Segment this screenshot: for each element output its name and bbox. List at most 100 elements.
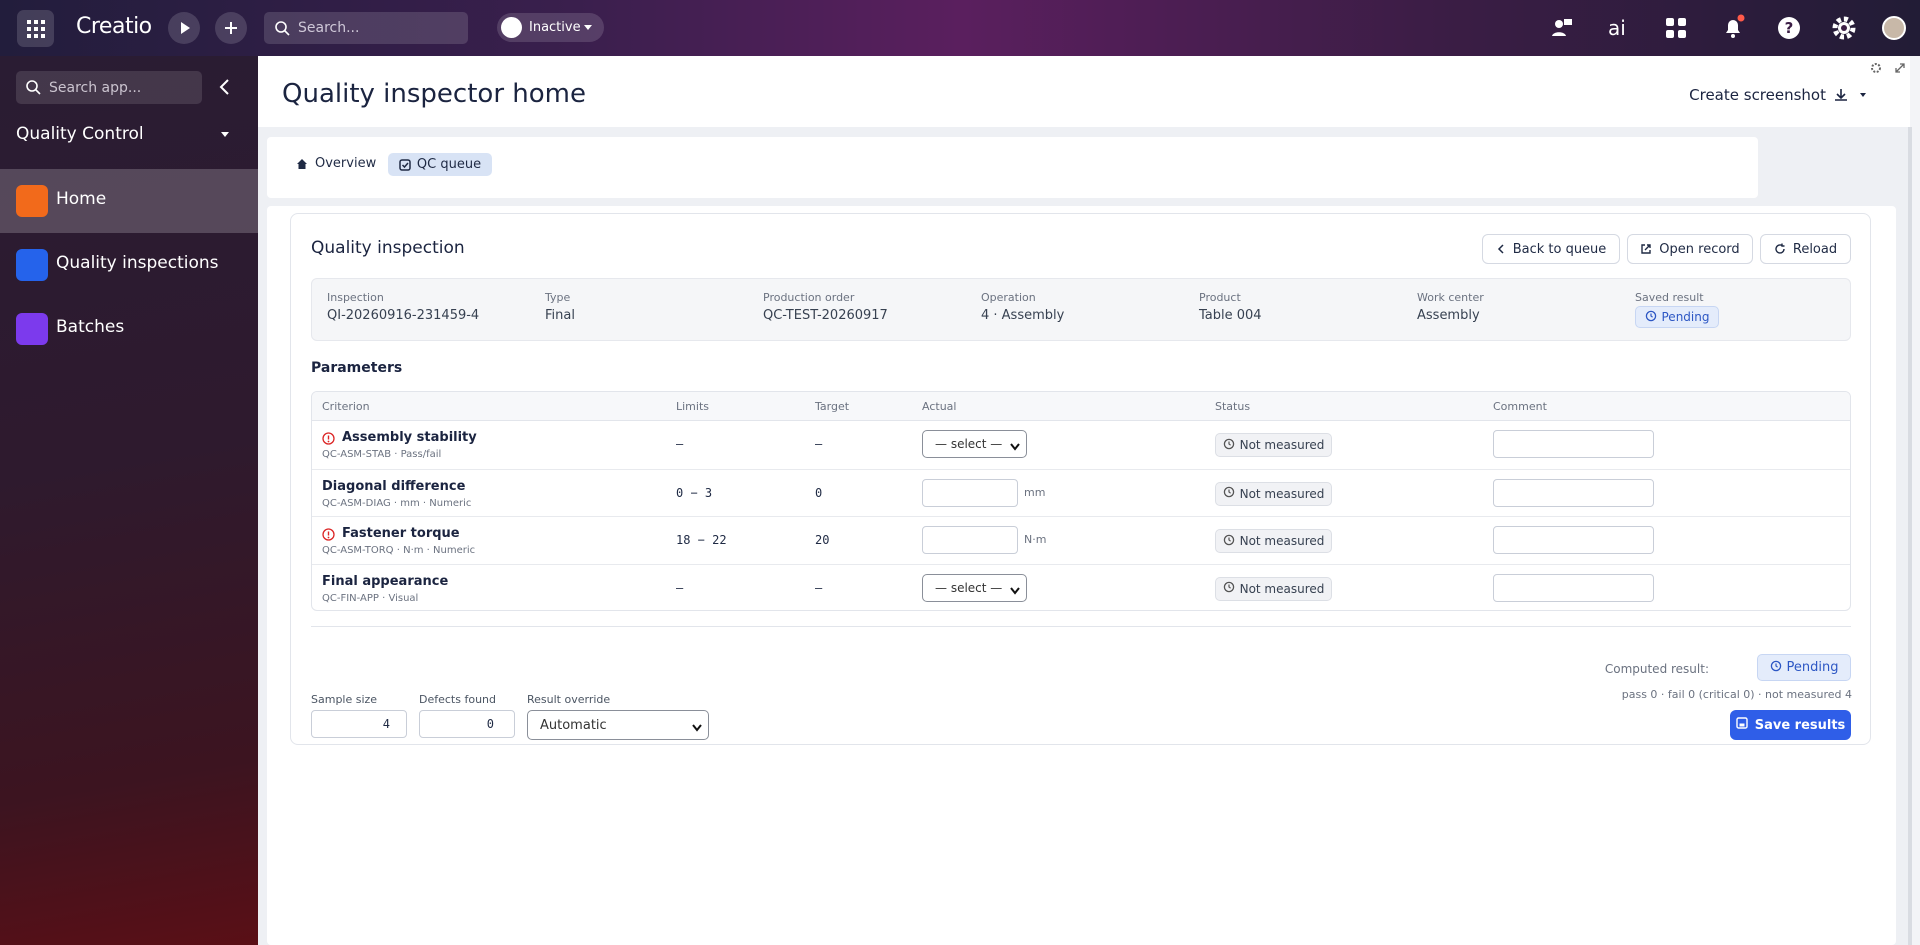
field-value: QC-TEST-20260917: [763, 308, 888, 323]
nav-icon: [16, 185, 48, 217]
back-button[interactable]: Back to queue: [1482, 234, 1620, 264]
override-select[interactable]: Automatic: [527, 710, 709, 740]
number-input[interactable]: 4: [311, 710, 407, 738]
nav-icon: [16, 249, 48, 281]
criterion-name: Assembly stability: [342, 430, 477, 445]
ai-icon[interactable]: ai: [1607, 16, 1635, 40]
field-label: Product: [1199, 291, 1241, 304]
status-icon: [1223, 534, 1235, 549]
panel-title: Quality inspection: [311, 238, 465, 258]
nav-item[interactable]: Quality inspections: [0, 233, 258, 297]
actual-select[interactable]: — select —: [922, 430, 1027, 458]
queue-icon: [399, 158, 411, 171]
criterion-name: Diagonal difference: [322, 478, 466, 494]
footer-label: Defects found: [419, 693, 496, 706]
open-record-button[interactable]: Open record: [1627, 234, 1753, 264]
save-icon: [1736, 717, 1748, 733]
status-badge: Not measured: [1215, 433, 1332, 457]
caret: [1860, 93, 1866, 97]
app-search[interactable]: Search app...: [16, 71, 202, 104]
column-header: Limits: [676, 400, 709, 413]
result-summary: pass 0 · fail 0 (critical 0) · not measu…: [1621, 688, 1852, 701]
global-search[interactable]: Search...: [264, 12, 468, 44]
settings-icon[interactable]: [1832, 16, 1856, 40]
help-icon[interactable]: ?: [1777, 16, 1801, 40]
field-label: Inspection: [327, 291, 384, 304]
panel-footer: Sample size 4 Defects found 0 Result overrid…: [291, 626, 1872, 746]
download-icon: [1835, 89, 1847, 101]
critical-icon: [322, 526, 335, 545]
nav: Home Quality inspections Batches: [0, 169, 258, 429]
critical-icon: [322, 430, 335, 449]
actual-input[interactable]: [922, 478, 1018, 507]
unit: N·m: [1024, 533, 1047, 546]
field-label: Type: [545, 291, 571, 304]
scrollbar: [1908, 127, 1912, 945]
field-value: 4 · Assembly: [981, 308, 1065, 323]
status-pill[interactable]: Inactive: [497, 13, 604, 42]
field-label: Operation: [981, 291, 1036, 304]
expand-icon[interactable]: [1894, 62, 1906, 74]
search-icon: [275, 21, 290, 36]
back-icon: [1497, 244, 1504, 254]
actual-input[interactable]: [922, 526, 1018, 554]
actual-select[interactable]: — select —: [922, 573, 1027, 602]
user-avatar[interactable]: [1882, 16, 1906, 40]
target: 20: [815, 533, 830, 547]
criterion-name: Final appearance: [322, 573, 449, 589]
comment-input[interactable]: [1493, 430, 1654, 458]
create-screenshot-label: Create screenshot: [1689, 86, 1826, 104]
bell-icon[interactable]: [1721, 14, 1747, 40]
badge-text: Pending: [1661, 310, 1710, 324]
comment-input[interactable]: [1493, 573, 1654, 602]
table-header-bg: [312, 392, 1850, 421]
input-value: 0: [486, 717, 494, 731]
caret[interactable]: [220, 131, 230, 139]
select-caret-svg: [1010, 586, 1020, 595]
settings-small[interactable]: [1870, 62, 1882, 74]
save-button[interactable]: Save results: [1730, 710, 1851, 740]
clock-icon: [1645, 310, 1657, 325]
number-input[interactable]: 0: [419, 710, 515, 738]
column-header: Actual: [922, 400, 957, 413]
apps-button[interactable]: [17, 10, 54, 47]
apps-icon: [27, 20, 45, 38]
column-header: Criterion: [322, 400, 370, 413]
limits: 0 − 3: [676, 485, 713, 500]
limits: –: [676, 437, 684, 451]
top-bar: Creatio Search... Inactive ai ?: [0, 0, 1920, 56]
status-icon-svg: [1223, 581, 1234, 593]
table-row: Diagonal difference QC-ASM-DIAG · mm · Nu…: [312, 468, 1850, 517]
nav-item[interactable]: Home: [0, 169, 258, 233]
play-icon: [181, 22, 190, 34]
apps-grid-icon[interactable]: [1665, 17, 1687, 39]
open-icon: [1641, 244, 1651, 254]
select-caret-svg: [1010, 443, 1020, 451]
status-text: Not measured: [1239, 581, 1325, 596]
badge-text: Pending: [1786, 660, 1839, 675]
critical-icon-svg: [322, 432, 335, 445]
comment-input[interactable]: [1493, 478, 1654, 507]
input-value: 4: [382, 717, 390, 731]
parameters-table: Criterion Limits Target Actual Status Comment…: [311, 391, 1851, 611]
save-icon-svg: [1736, 717, 1748, 729]
status-icon-svg: [1223, 486, 1234, 498]
info-box: Inspection QI-20260916-231459-4 Type Final P…: [311, 278, 1851, 341]
footer-label: Result override: [527, 693, 611, 706]
collapse-button[interactable]: [216, 78, 234, 96]
tabs-card: Overview QC queue: [267, 137, 1758, 198]
tab-overview[interactable]: Overview: [296, 156, 376, 171]
reload-button[interactable]: Reload: [1760, 234, 1851, 264]
status-icon-svg: [1223, 438, 1234, 449]
run-button[interactable]: [168, 12, 200, 44]
comment-input[interactable]: [1493, 526, 1654, 554]
nav-item[interactable]: Batches: [0, 297, 258, 361]
add-button[interactable]: [215, 12, 247, 44]
status-icon: [1223, 581, 1235, 596]
chat-icon[interactable]: [1550, 16, 1574, 40]
footer-label: Sample size: [311, 693, 378, 706]
tab-qc-queue[interactable]: QC queue: [388, 153, 492, 176]
create-screenshot[interactable]: Create screenshot: [1689, 86, 1870, 104]
column-header: Status: [1215, 400, 1251, 413]
